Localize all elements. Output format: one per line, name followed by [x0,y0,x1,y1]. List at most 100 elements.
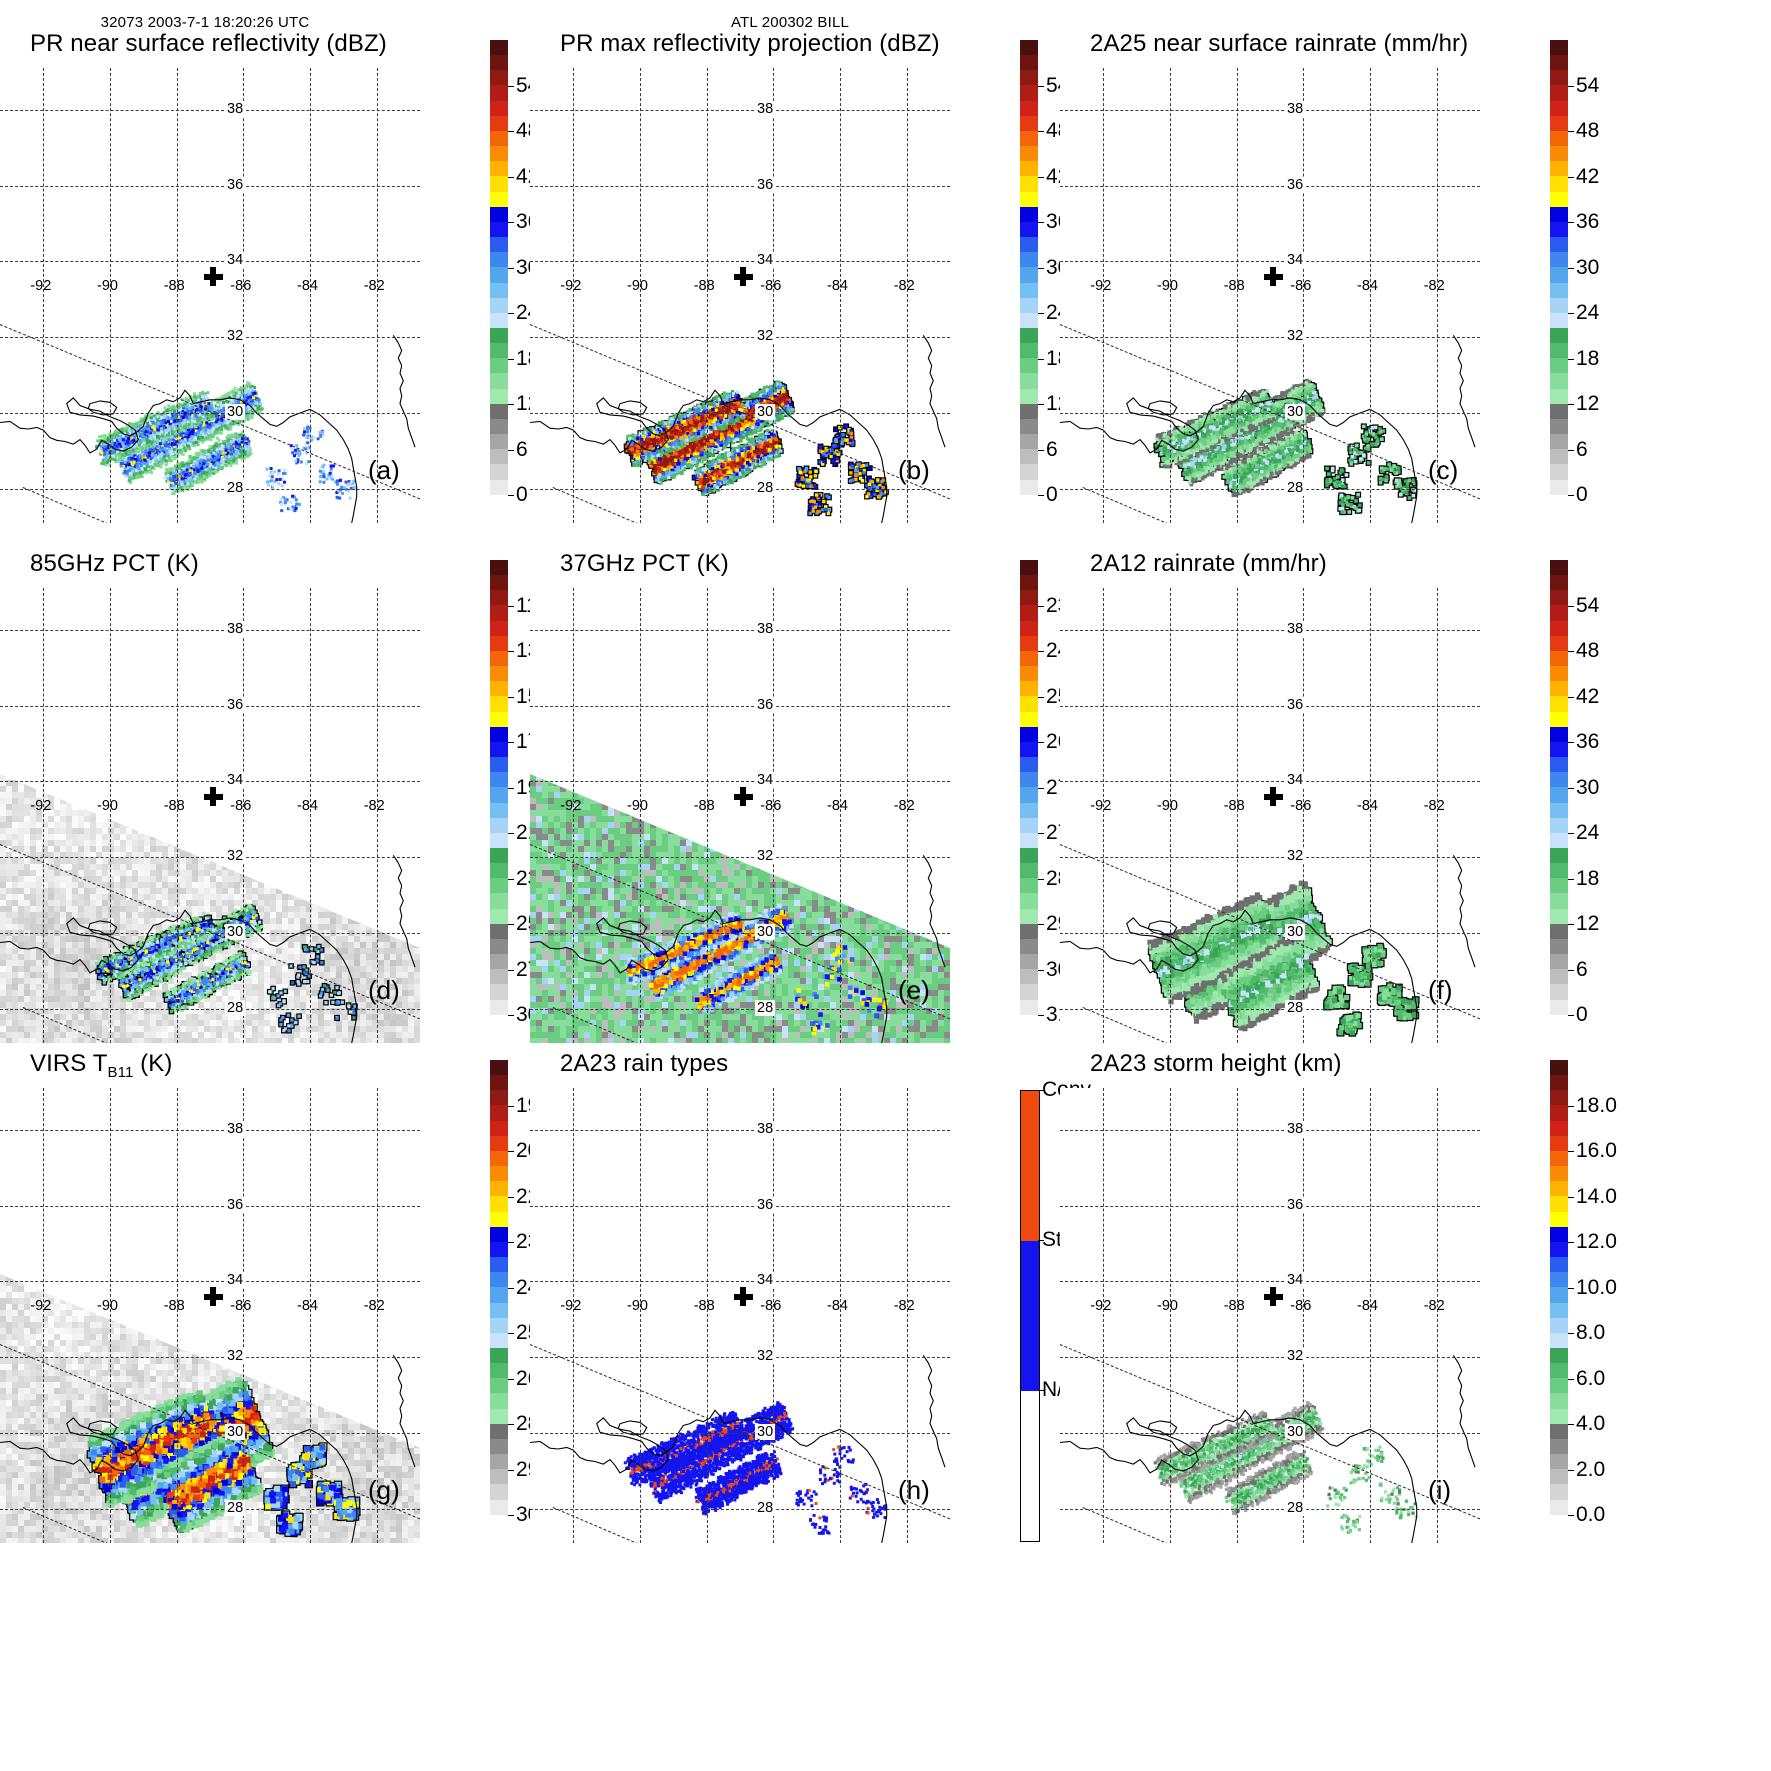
colorbar-tick [508,495,514,496]
panel-label-c: (c) [1428,455,1458,486]
colorbar-label: 12 [1576,912,1599,936]
colorbar-tick [1568,879,1574,880]
lat-tick-label: 36 [755,177,775,193]
colorbar-label: 18.0 [1576,1094,1617,1118]
colorbar-label: 0.0 [1576,1503,1605,1527]
colorbar-tick [508,177,514,178]
colorbar-tick [1568,1379,1574,1380]
lat-tick-label: 30 [755,1424,775,1440]
panel-title-c: 2A25 near surface rainrate (mm/hr) [1090,30,1468,58]
lat-tick-label: 38 [1285,621,1305,637]
colorbar-tick [508,359,514,360]
colorbar-tick [1038,742,1044,743]
panel-label-d: (d) [368,975,400,1006]
colorbar-tick [1568,742,1574,743]
colorbar-tick [508,131,514,132]
lat-tick-label: 34 [755,772,775,788]
lon-tick-label: -86 [230,1298,251,1314]
panel-title-e: 37GHz PCT (K) [560,550,729,578]
colorbar-tick [1568,359,1574,360]
colorbar-tick [1568,404,1574,405]
lon-tick-label: -90 [627,278,648,294]
graticule-h [530,1088,950,1543]
colorbar-label: 16.0 [1576,1139,1617,1163]
map-a[interactable]: -92 -90 -88 -86 -84 -82 38 36 34 32 30 28 [0,68,420,523]
colorbar-tick [508,450,514,451]
map-b[interactable]: -92 -90 -88 -86 -84 -82 38 36 34 32 30 28 [530,68,950,523]
colorbar-tick [1568,1470,1574,1471]
colorbar-tick [1568,1151,1574,1152]
lon-tick-label: -90 [627,1298,648,1314]
graticule-e [530,588,950,1043]
map-g[interactable]: -92 -90 -88 -86 -84 -82 38 36 34 32 30 28 [0,1088,420,1543]
lat-tick-label: 28 [225,1500,245,1516]
colorbar-label: 24 [1576,821,1599,845]
lat-tick-label: 36 [1285,1197,1305,1213]
lat-tick-label: 36 [1285,177,1305,193]
lon-tick-label: -82 [364,1298,385,1314]
lat-tick-label: 34 [1285,772,1305,788]
lon-tick-label: -88 [694,798,715,814]
colorbar-tick [1568,1197,1574,1198]
lat-tick-label: 34 [755,252,775,268]
colorbar-tick [1568,1106,1574,1107]
colorbar-tick [508,1424,514,1425]
colorbar-tick [508,313,514,314]
colorbar-label: 12 [1576,392,1599,416]
colorbar-tick [1038,833,1044,834]
colorbar-label: 14.0 [1576,1185,1617,1209]
colorbar-label: 48 [1576,639,1599,663]
storm-center-cross-icon [734,1287,753,1306]
colorbar-label: 2.0 [1576,1458,1605,1482]
lat-tick-label: 38 [755,101,775,117]
lat-tick-label: 30 [755,924,775,940]
colorbar-label: 0 [1046,483,1058,507]
lat-tick-label: 28 [225,1000,245,1016]
map-f[interactable]: -92 -90 -88 -86 -84 -82 38 36 34 32 30 28 [1060,588,1480,1043]
lon-tick-label: -90 [1157,1298,1178,1314]
panel-title-d: 85GHz PCT (K) [30,550,199,578]
map-h[interactable]: -92 -90 -88 -86 -84 -82 38 36 34 32 30 28 [530,1088,950,1543]
colorbar-tick [1568,268,1574,269]
map-d[interactable]: -92 -90 -88 -86 -84 -82 38 36 34 32 30 28 [0,588,420,1043]
colorbar-tick [508,879,514,880]
lon-tick-label: -86 [760,798,781,814]
storm-center-cross-icon [1264,1287,1283,1306]
colorbar-label: 36 [1576,730,1599,754]
lat-tick-label: 28 [225,480,245,496]
lat-tick-label: 30 [1285,924,1305,940]
colorbar-tick [1568,222,1574,223]
colorbar-i [1550,1060,1568,1515]
panel-label-f: (f) [1428,975,1453,1006]
storm-center-cross-icon [734,787,753,806]
lat-tick-label: 38 [1285,101,1305,117]
colorbar-label: 4.0 [1576,1412,1605,1436]
colorbar-tick [508,1379,514,1380]
colorbar-label: 6 [1576,438,1588,462]
lon-tick-label: -92 [560,798,581,814]
lat-tick-label: 28 [1285,1500,1305,1516]
graticule-a [0,68,420,523]
lat-tick-label: 38 [225,1121,245,1137]
colorbar-tick [1568,86,1574,87]
lon-tick-label: -86 [1290,1298,1311,1314]
panel-d: 85GHz PCT (K) -92 -90 -88 -86 -84 -82 38 36 34 32 3… [0,550,530,1050]
colorbar-tick [1038,359,1044,360]
colorbar-label: 10.0 [1576,1276,1617,1300]
map-i[interactable]: -92 -90 -88 -86 -84 -82 38 36 34 32 30 28 [1060,1088,1480,1543]
lon-tick-label: -88 [164,1298,185,1314]
colorbar-label: 12.0 [1576,1230,1617,1254]
panel-label-e: (e) [898,975,930,1006]
panel-title-a: PR near surface reflectivity (dBZ) [30,30,387,58]
map-c[interactable]: -92 -90 -88 -86 -84 -82 38 36 34 32 30 28 [1060,68,1480,523]
colorbar-tick [508,268,514,269]
lat-tick-label: 38 [755,621,775,637]
panel-title-f: 2A12 rainrate (mm/hr) [1090,550,1327,578]
lon-tick-label: -84 [297,798,318,814]
lon-tick-label: -84 [297,1298,318,1314]
colorbar-tick [1038,86,1044,87]
colorbar-label: 30 [1576,256,1599,280]
map-e[interactable]: -92 -90 -88 -86 -84 -82 38 36 34 32 30 28 [530,588,950,1043]
lon-tick-label: -90 [627,798,648,814]
lat-tick-label: 34 [755,1272,775,1288]
